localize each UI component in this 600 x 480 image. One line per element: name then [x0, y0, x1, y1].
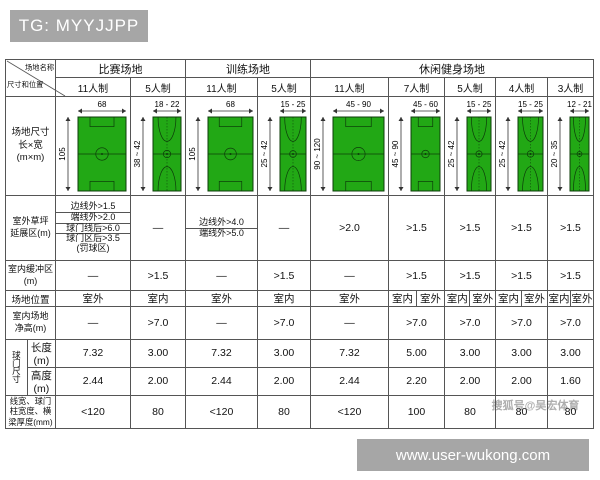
- svg-text:18 - 22: 18 - 22: [155, 100, 180, 109]
- svg-text:20 ~ 35: 20 ~ 35: [550, 140, 559, 167]
- svg-text:15 - 25: 15 - 25: [518, 100, 543, 109]
- svg-text:45 - 90: 45 - 90: [346, 100, 371, 109]
- svg-text:105: 105: [58, 147, 67, 161]
- svg-text:25 ~ 42: 25 ~ 42: [447, 140, 456, 167]
- svg-text:25 ~ 42: 25 ~ 42: [260, 140, 269, 167]
- svg-text:45 - 60: 45 - 60: [413, 100, 438, 109]
- svg-text:25 ~ 42: 25 ~ 42: [498, 140, 507, 167]
- svg-text:45 ~ 90: 45 ~ 90: [391, 140, 400, 167]
- svg-text:15 - 25: 15 - 25: [467, 100, 492, 109]
- svg-text:68: 68: [226, 100, 235, 109]
- svg-text:105: 105: [188, 147, 197, 161]
- svg-text:12 - 21: 12 - 21: [567, 100, 592, 109]
- svg-text:90 ~ 120: 90 ~ 120: [313, 138, 322, 170]
- svg-text:38 ~ 42: 38 ~ 42: [133, 140, 142, 167]
- svg-text:68: 68: [98, 100, 107, 109]
- svg-text:15 - 25: 15 - 25: [281, 100, 306, 109]
